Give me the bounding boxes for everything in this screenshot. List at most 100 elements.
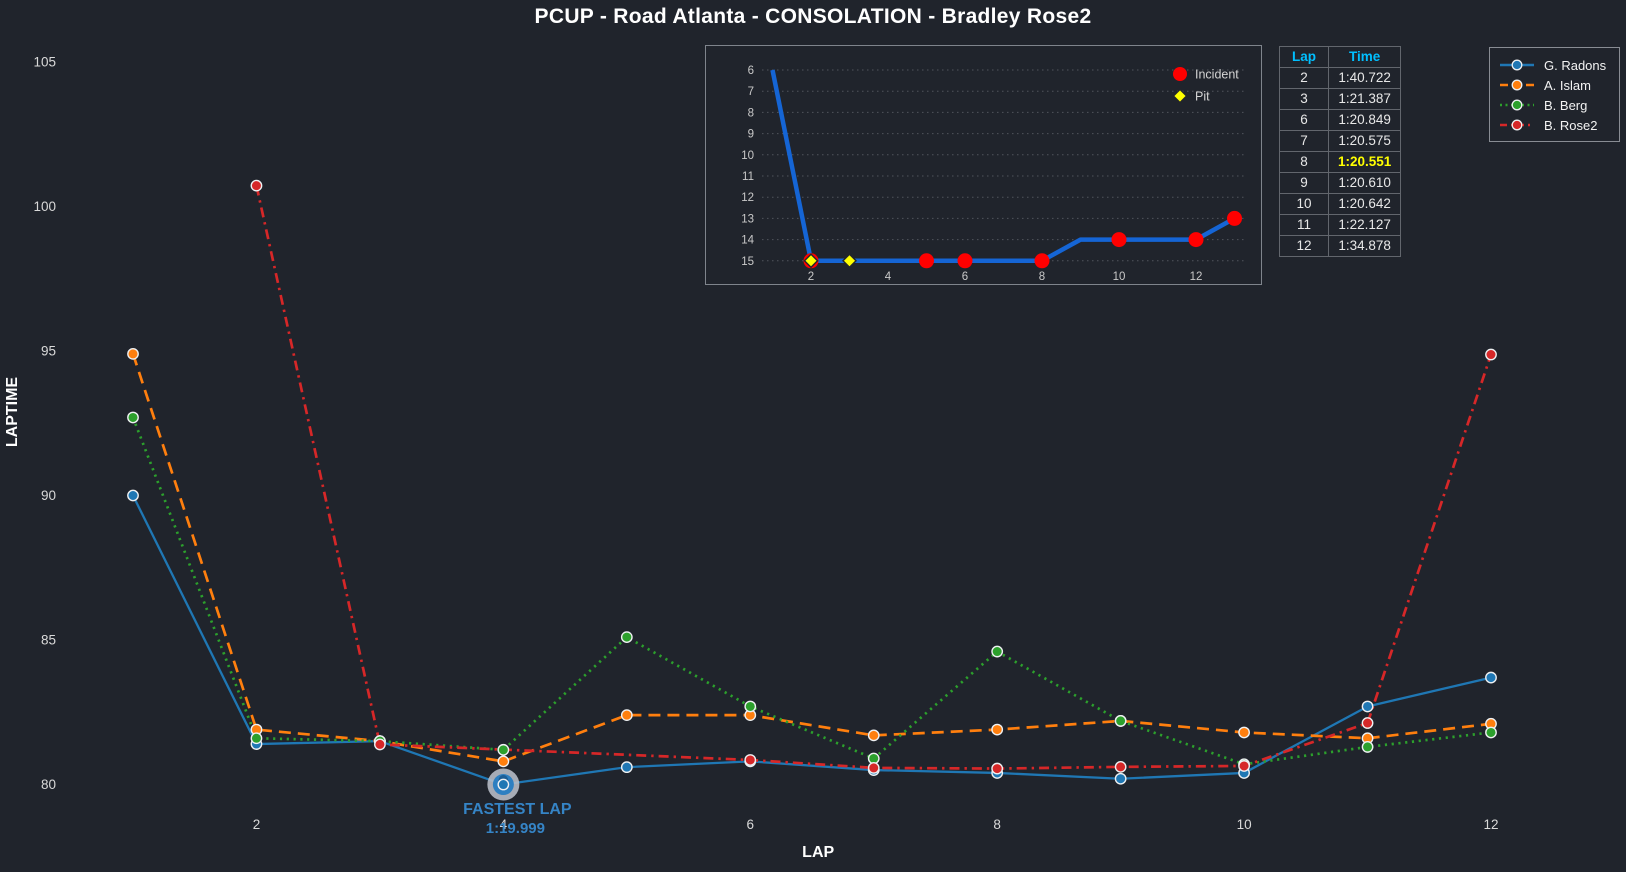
incident-marker [957, 253, 973, 269]
x-tick-label: 10 [1237, 817, 1252, 832]
inset-y-tick: 14 [741, 235, 754, 247]
inset-x-tick: 6 [962, 271, 968, 283]
time-cell: 1:20.610 [1328, 172, 1402, 194]
time-cell: 1:40.722 [1328, 67, 1402, 89]
incident-marker [1188, 232, 1204, 248]
lap-table-row: 9 1:20.610 [1278, 172, 1402, 194]
data-point [1361, 717, 1374, 729]
series-legend: G. Radons A. Islam B. Berg B. Rose2 [1489, 47, 1620, 142]
legend-item-label: B. Berg [1544, 97, 1588, 113]
inset-gridlines [762, 69, 1246, 262]
inset-y-tick: 12 [741, 192, 754, 204]
pit-marker [842, 253, 857, 269]
lap-table-row: 10 1:20.642 [1278, 193, 1402, 215]
inset-y-tick: 13 [741, 213, 754, 225]
inset-y-tick: 7 [748, 86, 754, 98]
data-point [1361, 700, 1374, 713]
series-markers-b-rose2 [250, 179, 1497, 775]
lap-cell: 2 [1278, 67, 1330, 89]
position-inset-panel: 6 7 8 9 10 11 12 13 14 15 2 4 6 8 10 12 Incident Pit [705, 45, 1262, 285]
lap-cell: 12 [1278, 235, 1330, 257]
y-tick-label: 80 [41, 777, 56, 792]
inset-y-tick: 9 [748, 129, 754, 141]
y-tick-label: 105 [33, 55, 56, 70]
data-point [744, 754, 757, 766]
lap-table-row: 8 1:20.551 [1278, 151, 1402, 173]
data-point [991, 645, 1004, 658]
legend-swatch [1500, 99, 1534, 111]
x-axis-label: LAP [802, 844, 834, 861]
y-axis-label: LAPTIME [4, 377, 21, 448]
series-markers-b-berg [127, 411, 1497, 771]
time-column-header: Time [1328, 46, 1402, 68]
lap-time-table: Lap Time 2 1:40.722 3 1:21.387 6 1:20.849 7 1:2… [1278, 46, 1402, 257]
data-point [497, 778, 510, 791]
lap-table-header-row: Lap Time [1278, 46, 1402, 68]
legend-swatch [1500, 119, 1534, 131]
data-point [374, 738, 386, 751]
lap-table-row: 12 1:34.878 [1278, 235, 1402, 257]
incident-marker [1227, 210, 1242, 226]
axis-ticks: 80 85 90 95 100 105 2 4 6 8 10 12 [33, 55, 1498, 833]
pit-legend-label: Pit [1195, 90, 1210, 104]
legend-item-b-rose2[interactable]: B. Rose2 [1499, 115, 1611, 135]
data-point [1485, 348, 1497, 361]
data-point [250, 732, 263, 745]
incident-marker [1111, 232, 1127, 248]
data-point [250, 179, 263, 192]
fastest-lap-annotation: FASTEST LAP 1:19.999 [463, 801, 572, 837]
inset-x-tick: 2 [808, 271, 814, 283]
data-point [1114, 772, 1127, 785]
lap-table-row: 11 1:22.127 [1278, 214, 1402, 236]
time-cell: 1:22.127 [1328, 214, 1402, 236]
data-point [1238, 726, 1250, 739]
data-point [497, 755, 510, 768]
legend-item-label: G. Radons [1544, 57, 1607, 73]
inset-x-tick: 12 [1190, 271, 1203, 283]
lap-cell: 6 [1278, 109, 1330, 131]
pit-marker [803, 253, 819, 269]
time-cell: 1:20.849 [1328, 109, 1402, 131]
legend-item-b-berg[interactable]: B. Berg [1499, 95, 1611, 115]
time-cell: 1:20.642 [1328, 193, 1402, 215]
legend-swatch [1500, 59, 1534, 71]
lap-cell: 10 [1278, 193, 1330, 215]
series-line-g-radons [131, 494, 1492, 786]
data-point [620, 709, 633, 722]
x-tick-label: 12 [1483, 817, 1498, 832]
data-point [867, 729, 880, 742]
position-inset-chart: 6 7 8 9 10 11 12 13 14 15 2 4 6 8 10 12 Incident Pit [741, 65, 1246, 283]
inset-axis-ticks: 6 7 8 9 10 11 12 13 14 15 2 4 6 8 10 12 [741, 65, 1202, 283]
data-point [1361, 741, 1374, 753]
data-point [127, 489, 139, 502]
incident-legend-label: Incident [1195, 68, 1239, 82]
series-line-a-islam [131, 353, 1492, 763]
legend-item-a-islam[interactable]: A. Islam [1499, 75, 1611, 95]
y-tick-label: 100 [33, 199, 56, 214]
position-line [770, 69, 1236, 264]
series-markers-a-islam [127, 347, 1497, 768]
inset-y-tick: 8 [748, 107, 754, 119]
lap-table-row: 2 1:40.722 [1278, 67, 1402, 89]
legend-item-label: B. Rose2 [1544, 117, 1598, 133]
legend-item-g-radons[interactable]: G. Radons [1499, 55, 1611, 75]
y-tick-label: 85 [41, 633, 56, 648]
legend-item-label: A. Islam [1544, 77, 1591, 93]
data-point [867, 761, 880, 774]
x-tick-label: 8 [993, 817, 1001, 832]
time-cell: 1:34.878 [1328, 235, 1402, 257]
data-point [1114, 715, 1127, 727]
inset-x-tick: 8 [1039, 271, 1045, 283]
page-title: PCUP - Road Atlanta - CONSOLATION - Brad… [534, 5, 1092, 28]
data-point [1485, 726, 1497, 739]
data-point [497, 743, 510, 756]
lap-table-row: 6 1:20.849 [1278, 109, 1402, 131]
inset-y-tick: 11 [742, 171, 754, 183]
incident-marker [1034, 253, 1050, 269]
pit-markers [803, 253, 857, 269]
lap-cell: 3 [1278, 88, 1330, 110]
lap-cell: 8 [1278, 151, 1330, 173]
inset-y-tick: 6 [748, 65, 754, 77]
data-point [620, 761, 633, 774]
